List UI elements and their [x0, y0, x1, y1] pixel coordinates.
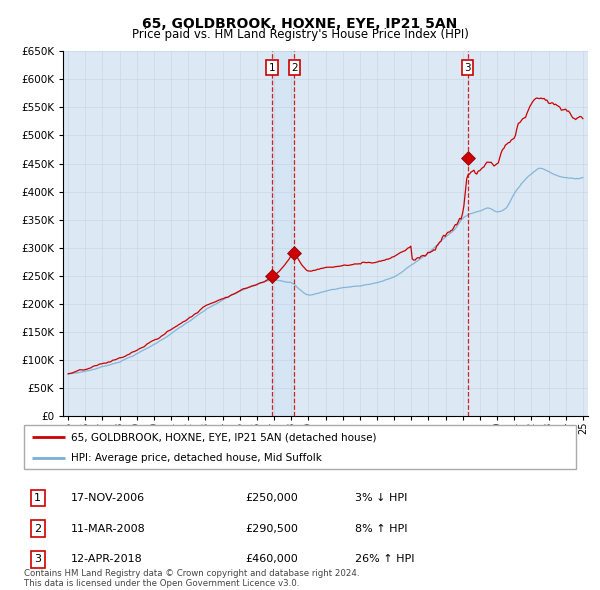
- Text: 3: 3: [464, 63, 471, 73]
- Text: 3% ↓ HPI: 3% ↓ HPI: [355, 493, 407, 503]
- Text: £250,000: £250,000: [245, 493, 298, 503]
- Text: 2: 2: [291, 63, 298, 73]
- Text: 17-NOV-2006: 17-NOV-2006: [71, 493, 145, 503]
- Bar: [272, 51, 295, 416]
- FancyBboxPatch shape: [24, 425, 576, 469]
- Text: 2: 2: [34, 524, 41, 534]
- Text: 26% ↑ HPI: 26% ↑ HPI: [355, 555, 415, 565]
- Text: Price paid vs. HM Land Registry's House Price Index (HPI): Price paid vs. HM Land Registry's House …: [131, 28, 469, 41]
- Text: HPI: Average price, detached house, Mid Suffolk: HPI: Average price, detached house, Mid …: [71, 453, 322, 463]
- Text: 65, GOLDBROOK, HOXNE, EYE, IP21 5AN: 65, GOLDBROOK, HOXNE, EYE, IP21 5AN: [142, 17, 458, 31]
- Text: 8% ↑ HPI: 8% ↑ HPI: [355, 524, 408, 534]
- Text: 12-APR-2018: 12-APR-2018: [71, 555, 143, 565]
- Text: 3: 3: [34, 555, 41, 565]
- Text: £290,500: £290,500: [245, 524, 298, 534]
- Text: 11-MAR-2008: 11-MAR-2008: [71, 524, 146, 534]
- Text: 65, GOLDBROOK, HOXNE, EYE, IP21 5AN (detached house): 65, GOLDBROOK, HOXNE, EYE, IP21 5AN (det…: [71, 432, 376, 442]
- Text: £460,000: £460,000: [245, 555, 298, 565]
- Text: 1: 1: [269, 63, 275, 73]
- Text: 1: 1: [34, 493, 41, 503]
- Text: Contains HM Land Registry data © Crown copyright and database right 2024.
This d: Contains HM Land Registry data © Crown c…: [24, 569, 359, 588]
